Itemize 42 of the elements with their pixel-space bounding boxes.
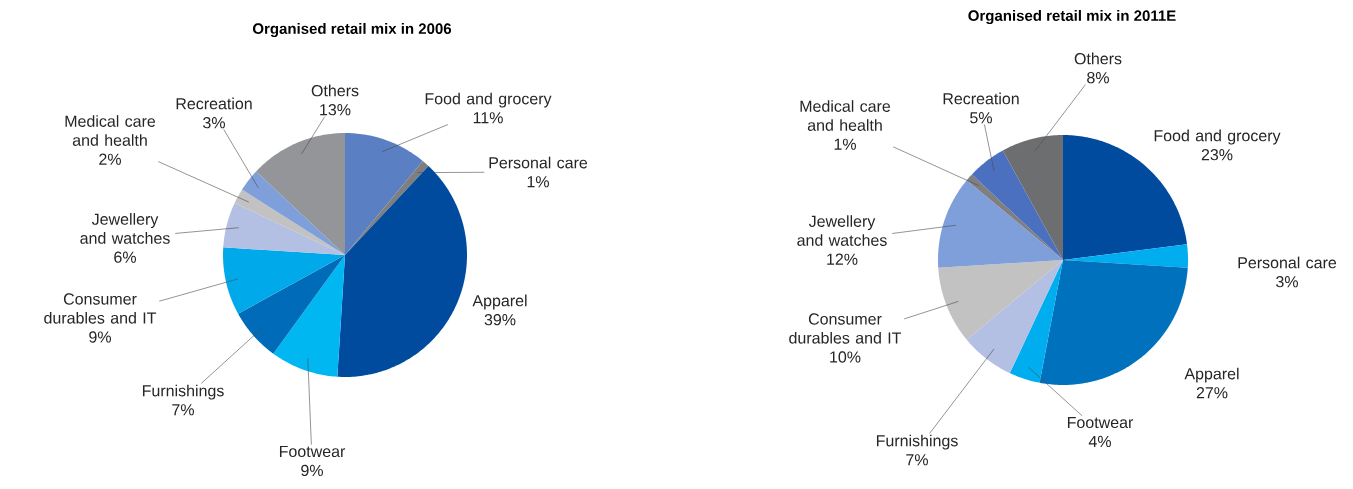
- slice-label: Personal care: [489, 156, 588, 169]
- data-label: 1%: [834, 138, 856, 150]
- data-label: 5%: [970, 112, 992, 124]
- slice-label: Footwear: [1067, 416, 1134, 429]
- data-label: 27%: [1196, 387, 1228, 399]
- data-label: 9%: [301, 464, 323, 477]
- slice-label: Jewellery and watches: [80, 213, 170, 244]
- slice-label: Apparel: [1184, 367, 1239, 383]
- data-label: 3%: [1276, 276, 1298, 288]
- data-label: 6%: [114, 251, 137, 263]
- data-label: 1%: [527, 176, 549, 188]
- data-label: 8%: [1087, 72, 1109, 84]
- slice-label: Apparel: [472, 294, 527, 310]
- slice-label: Jewellery and watches: [797, 215, 887, 246]
- slice-label: Furnishings: [142, 384, 224, 400]
- data-label: 4%: [1088, 435, 1111, 448]
- data-label: 7%: [906, 454, 928, 466]
- data-label: 11%: [473, 112, 503, 124]
- slice-label: Footwear: [279, 445, 346, 458]
- data-label: 2%: [99, 153, 122, 165]
- slice-label: Consumer durables and IT: [789, 313, 902, 344]
- slice-label: Others: [1074, 52, 1122, 65]
- slice-label: Food and grocery: [425, 92, 552, 108]
- chart-title: Organised retail mix in 2006: [253, 22, 452, 38]
- data-label: 3%: [203, 117, 225, 129]
- slice-label: Medical care and health: [800, 100, 891, 131]
- data-label: 9%: [89, 331, 112, 343]
- slice-label: Recreation: [943, 92, 1019, 105]
- data-label: 23%: [1201, 149, 1233, 161]
- chart-title: Organised retail mix in 2011E: [968, 9, 1176, 25]
- slice-label: Personal care: [1238, 256, 1337, 269]
- data-label: 13%: [320, 104, 351, 116]
- data-label: 10%: [830, 351, 861, 363]
- slice-label: Furnishings: [876, 434, 958, 450]
- data-label: 39%: [484, 314, 516, 326]
- slice-label: Food and grocery: [1154, 129, 1281, 145]
- slice-label: Others: [311, 84, 359, 97]
- data-label: 12%: [827, 253, 858, 265]
- slice-label: Recreation: [176, 97, 252, 110]
- data-label: 7%: [172, 404, 195, 416]
- slice-label: Consumer durables and IT: [44, 293, 157, 324]
- slice-label: Medical care and health: [65, 115, 156, 146]
